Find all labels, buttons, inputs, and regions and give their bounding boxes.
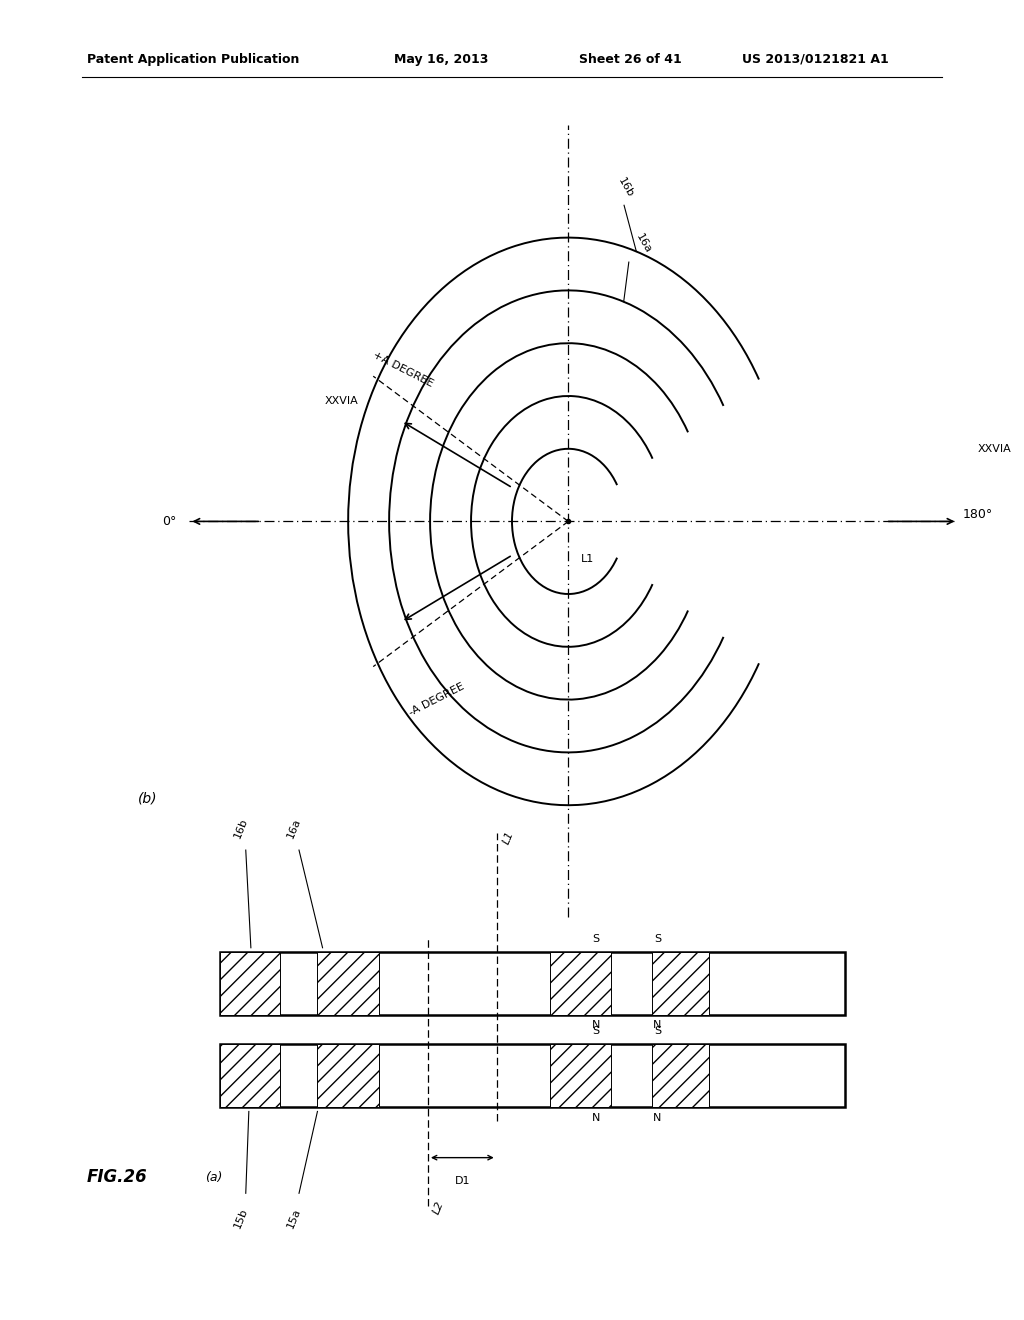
Text: XXVIA: XXVIA [325, 396, 358, 407]
Text: 16b: 16b [615, 176, 635, 199]
Bar [550, 952, 611, 1015]
Bar [220, 1044, 280, 1107]
Text: L1: L1 [502, 830, 516, 846]
Text: +A DEGREE: +A DEGREE [372, 350, 435, 389]
Text: US 2013/0121821 A1: US 2013/0121821 A1 [742, 53, 889, 66]
Text: Sheet 26 of 41: Sheet 26 of 41 [579, 53, 681, 66]
Bar [317, 952, 379, 1015]
Bar [652, 952, 709, 1015]
Text: N: N [653, 1113, 662, 1123]
Bar [550, 1044, 611, 1107]
Text: 16b: 16b [232, 816, 249, 840]
Text: FIG.26: FIG.26 [87, 1168, 147, 1187]
Text: XXVIA: XXVIA [978, 444, 1012, 454]
Text: D1: D1 [455, 1176, 470, 1187]
Text: 15b: 15b [232, 1206, 249, 1230]
Text: May 16, 2013: May 16, 2013 [394, 53, 488, 66]
Text: S: S [654, 1026, 660, 1036]
Text: L2: L2 [431, 1200, 445, 1216]
Text: 16a: 16a [634, 232, 653, 256]
Text: L1: L1 [581, 554, 594, 565]
Text: S: S [654, 933, 660, 944]
Bar [317, 1044, 379, 1107]
Text: S: S [593, 933, 599, 944]
Text: (a): (a) [205, 1171, 222, 1184]
Text: -A DEGREE: -A DEGREE [408, 681, 466, 718]
Bar [220, 952, 280, 1015]
Bar [220, 1044, 845, 1107]
Text: 180°: 180° [963, 508, 993, 521]
Text: 15a: 15a [286, 1206, 302, 1230]
Text: 16a: 16a [286, 816, 302, 840]
Bar [652, 1044, 709, 1107]
Text: N: N [653, 1020, 662, 1031]
Text: Patent Application Publication: Patent Application Publication [87, 53, 299, 66]
Text: S: S [593, 1026, 599, 1036]
Text: N: N [592, 1020, 600, 1031]
Text: 0°: 0° [162, 515, 176, 528]
Bar [220, 952, 845, 1015]
Text: (b): (b) [138, 792, 158, 805]
Text: N: N [592, 1113, 600, 1123]
